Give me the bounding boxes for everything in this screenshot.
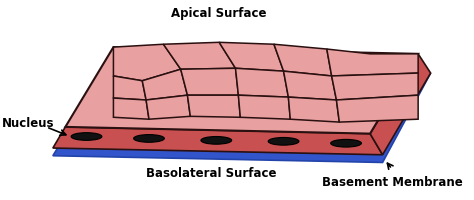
Polygon shape bbox=[283, 72, 337, 100]
Polygon shape bbox=[53, 127, 383, 155]
Polygon shape bbox=[337, 96, 418, 122]
Text: Nucleus: Nucleus bbox=[2, 116, 55, 129]
Polygon shape bbox=[288, 98, 339, 122]
Polygon shape bbox=[146, 96, 191, 120]
Text: Basement Membrane: Basement Membrane bbox=[322, 175, 463, 188]
Polygon shape bbox=[274, 45, 332, 77]
Polygon shape bbox=[53, 57, 431, 163]
Polygon shape bbox=[238, 96, 290, 120]
Polygon shape bbox=[113, 45, 181, 81]
Text: Basolateral Surface: Basolateral Surface bbox=[146, 166, 277, 179]
Polygon shape bbox=[332, 74, 418, 100]
Ellipse shape bbox=[71, 133, 102, 141]
Polygon shape bbox=[113, 77, 146, 100]
Ellipse shape bbox=[134, 135, 164, 143]
Polygon shape bbox=[181, 69, 238, 96]
Ellipse shape bbox=[268, 138, 299, 145]
Polygon shape bbox=[142, 70, 187, 100]
Polygon shape bbox=[219, 43, 283, 72]
Polygon shape bbox=[164, 43, 236, 70]
Polygon shape bbox=[187, 96, 240, 118]
Polygon shape bbox=[236, 69, 288, 98]
Polygon shape bbox=[65, 48, 418, 134]
Text: Apical Surface: Apical Surface bbox=[172, 7, 267, 20]
Ellipse shape bbox=[331, 140, 362, 147]
Polygon shape bbox=[327, 50, 418, 77]
Polygon shape bbox=[370, 55, 431, 155]
Ellipse shape bbox=[201, 137, 232, 144]
Polygon shape bbox=[113, 99, 149, 120]
